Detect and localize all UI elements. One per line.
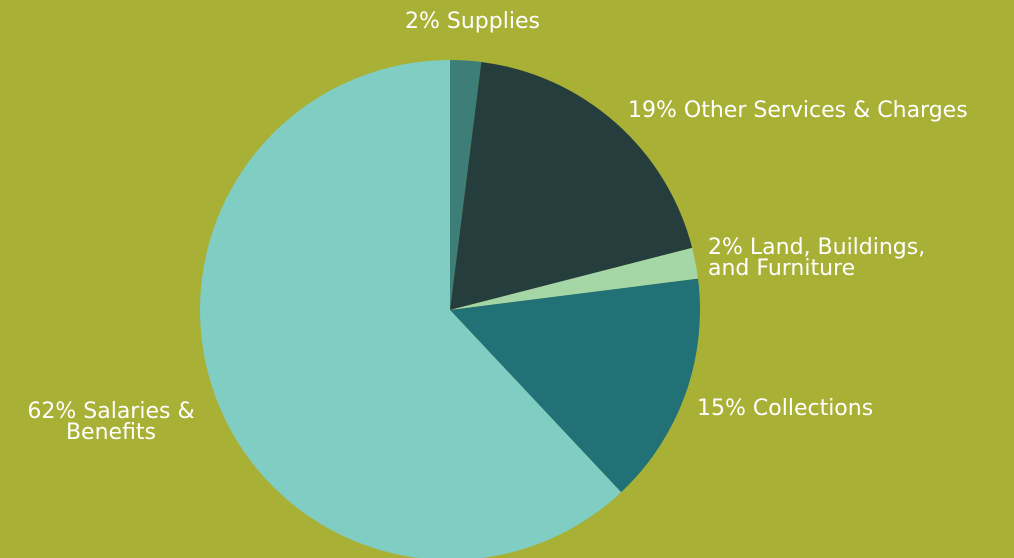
slice-label-salaries: 62% Salaries & Benefits: [27, 399, 195, 445]
slice-label-supplies: 2% Supplies: [405, 9, 540, 34]
slice-salaries: [200, 60, 622, 558]
slice-label-other-services: 19% Other Services & Charges: [628, 98, 968, 123]
slice-land-buildings: [450, 247, 699, 310]
slice-supplies: [450, 60, 482, 310]
slice-other-services: [450, 61, 693, 310]
slice-label-land-buildings: 2% Land, Buildings, and Furniture: [708, 235, 926, 281]
slice-collections: [450, 278, 701, 493]
slice-label-collections: 15% Collections: [697, 396, 874, 421]
